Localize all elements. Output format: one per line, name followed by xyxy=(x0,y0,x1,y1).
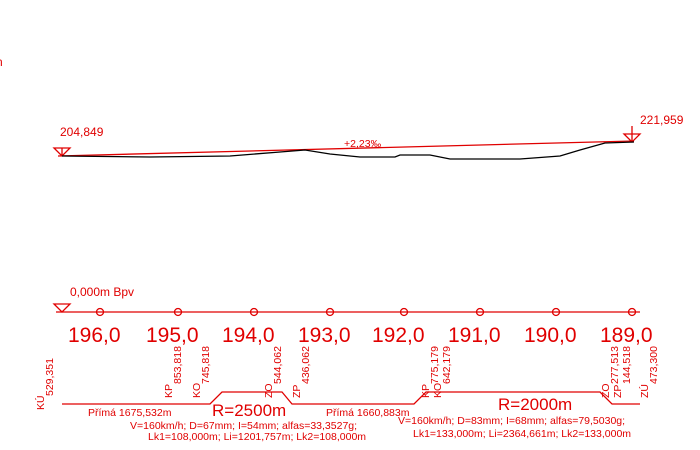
station-label: 193,0 xyxy=(298,324,351,347)
straight-label: Přímá 1675,532m xyxy=(88,407,172,419)
station-mark xyxy=(95,307,105,317)
point-code: KO xyxy=(432,383,444,398)
point-code: KÚ xyxy=(34,395,47,410)
station-mark xyxy=(173,307,183,317)
gradient: +2,23‰ xyxy=(344,138,382,150)
point-value: 436,062 xyxy=(300,346,312,384)
end-marker xyxy=(622,126,642,143)
point-code: ZP xyxy=(612,385,624,398)
station-mark xyxy=(249,307,259,317)
grade-line xyxy=(57,140,635,157)
point-code: KP xyxy=(163,384,175,398)
point-value: 642,179 xyxy=(441,346,453,384)
station-mark xyxy=(627,307,637,317)
curve-params: V=160km/h; D=83mm; I=68mm; alfas=79,5030… xyxy=(398,415,625,427)
curve-lengths: Lk1=108,000m; Li=1201,757m; Lk2=108,000m xyxy=(148,431,366,443)
point-value: 745,818 xyxy=(200,346,212,384)
edge-fragment: n xyxy=(0,55,3,69)
point-value: 144,518 xyxy=(621,346,633,384)
curve-params: V=160km/h; D=67mm; I=54mm; alfas=33,3527… xyxy=(130,420,357,432)
point-value: 853,818 xyxy=(172,346,184,384)
point-code: ZO xyxy=(263,383,275,398)
point-value: 277,513 xyxy=(609,346,621,384)
point-value: 775,179 xyxy=(429,346,441,384)
station-label: 196,0 xyxy=(68,324,121,347)
station-label: 190,0 xyxy=(524,324,577,347)
point-code: ZÚ xyxy=(638,384,651,398)
point-value: 529,351 xyxy=(44,358,56,396)
start-marker xyxy=(52,147,72,157)
station-label: 189,0 xyxy=(600,324,653,347)
datum-marker xyxy=(52,303,72,313)
point-code: KP xyxy=(420,384,432,398)
radius-label: R=2000m xyxy=(498,395,572,414)
station-label: 195,0 xyxy=(146,324,199,347)
datum: 0,000m Bpv xyxy=(70,285,134,299)
point-value: 544,062 xyxy=(272,346,284,384)
station-mark xyxy=(399,307,409,317)
end-level: 221,959 xyxy=(640,113,684,127)
station-label: 194,0 xyxy=(222,324,275,347)
start-level: 204,849 xyxy=(60,125,104,139)
point-code: ZP xyxy=(291,385,303,398)
point-code: KO xyxy=(191,383,203,398)
station-mark xyxy=(551,307,561,317)
station-label: 192,0 xyxy=(372,324,425,347)
point-value: 473,300 xyxy=(648,346,660,384)
curvature-line xyxy=(62,391,640,405)
straight-label: Přímá 1660,883m xyxy=(326,407,410,419)
station-mark xyxy=(325,307,335,317)
point-code: ZO xyxy=(600,383,612,398)
station-mark xyxy=(475,307,485,317)
curve-lengths: Lk1=133,000m; Li=2364,661m; Lk2=133,000m xyxy=(413,428,631,440)
terrain xyxy=(61,141,635,160)
station-label: 191,0 xyxy=(448,324,501,347)
radius-label: R=2500m xyxy=(212,401,286,420)
